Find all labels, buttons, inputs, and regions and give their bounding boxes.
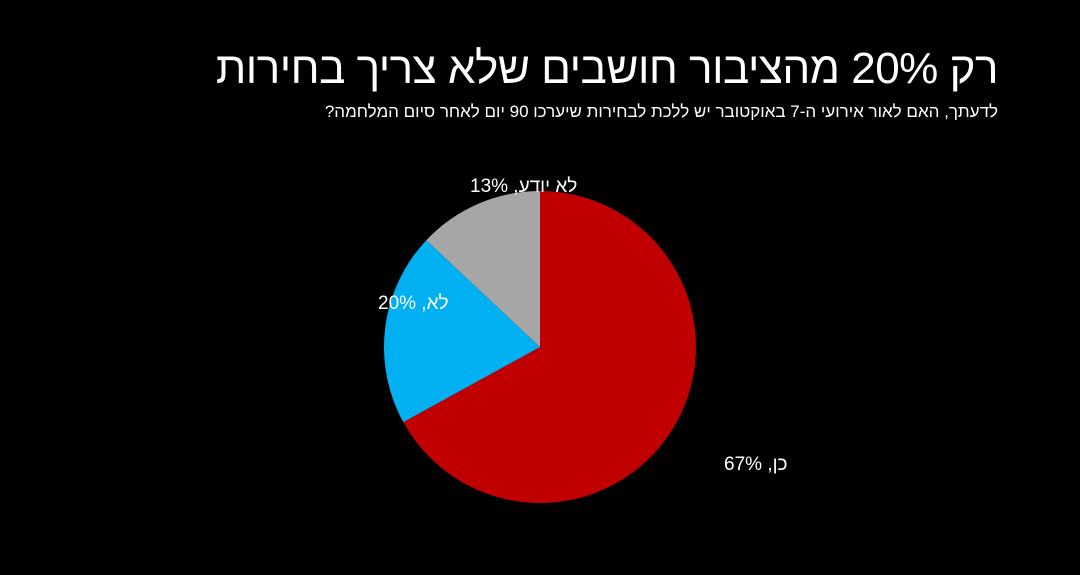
slice-label-2: לא יודע, 13%	[470, 176, 577, 197]
chart-subtitle: לדעתך, האם לאור אירועי ה-7 באוקטובר יש ל…	[324, 102, 998, 121]
pie-slice-2	[426, 191, 540, 347]
pie-slice-0	[403, 191, 696, 504]
chart-title: רק 20% מהציבור חושבים שלא צריך בחירות	[215, 44, 999, 93]
pie-slice-1	[383, 240, 540, 423]
slice-label-1: לא, 20%	[378, 293, 449, 314]
slice-label-0: כן, 67%	[724, 454, 788, 475]
